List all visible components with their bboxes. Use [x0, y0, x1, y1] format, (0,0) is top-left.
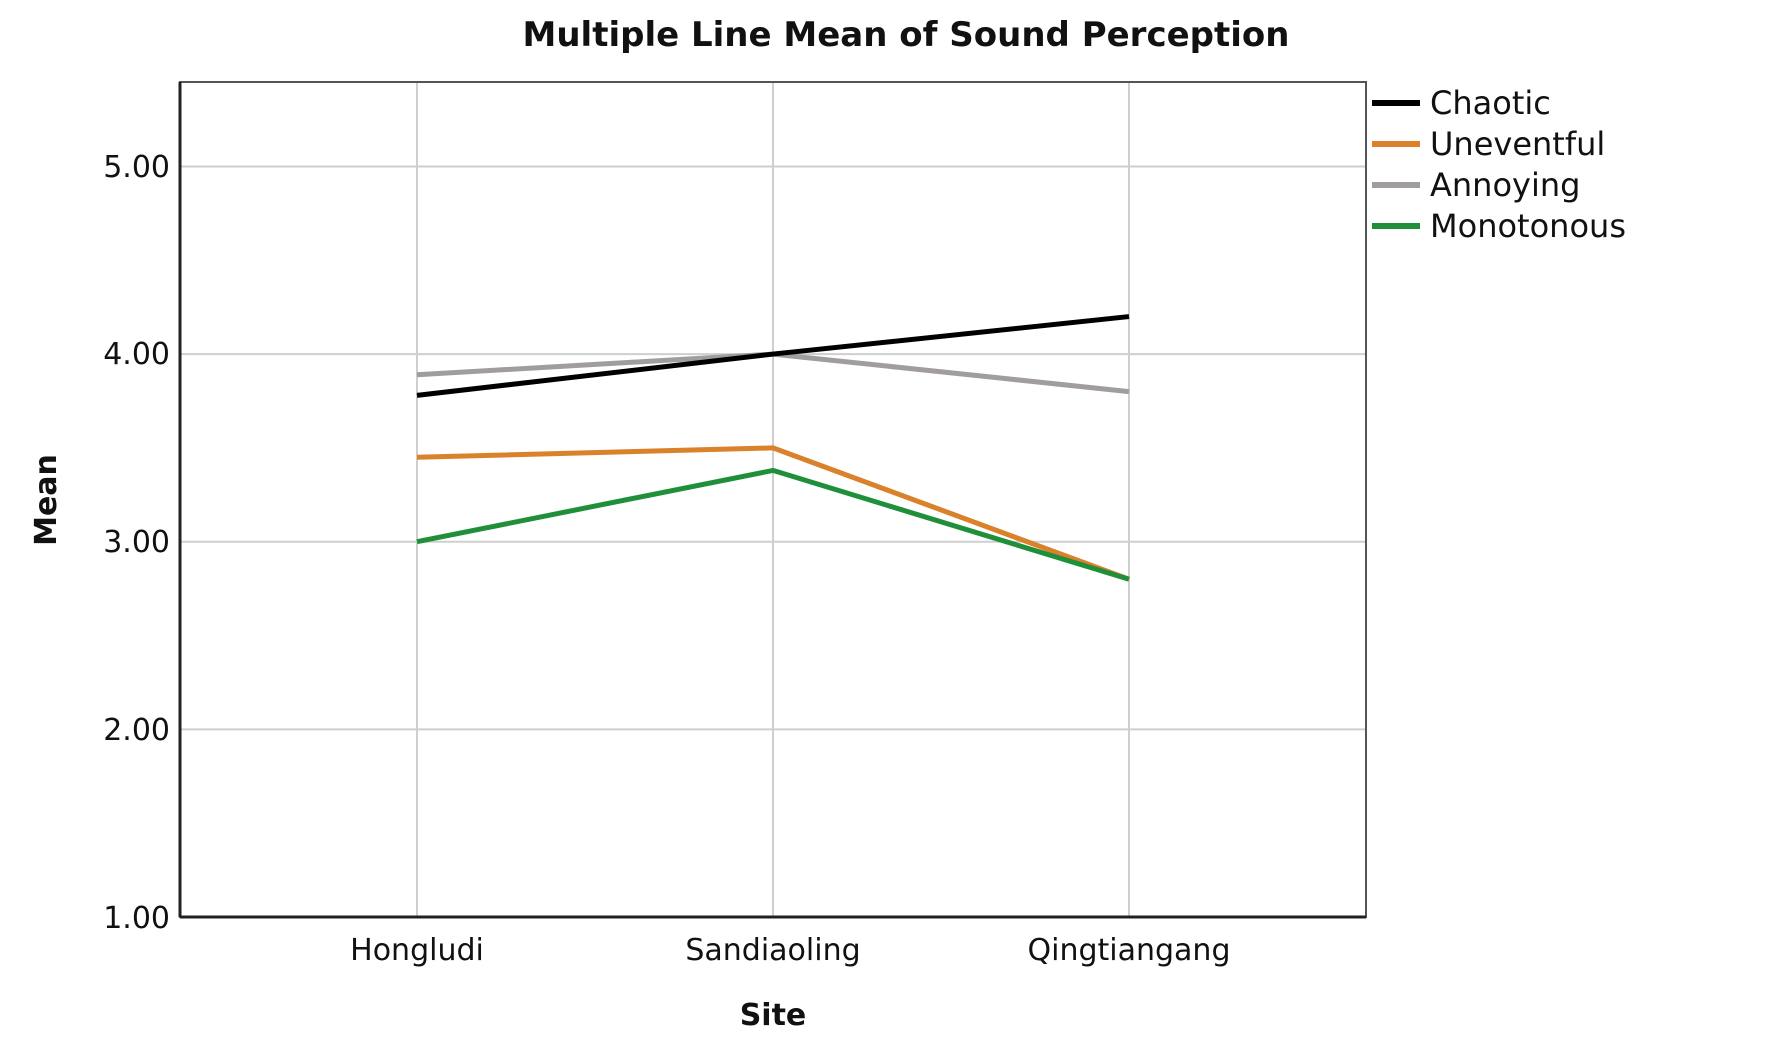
x-axis-title: Site	[740, 998, 807, 1033]
series-lines	[416, 314, 1130, 582]
series-line-uneventful	[416, 445, 1130, 582]
legend: Chaotic Uneventful Annoying Monotonous	[1372, 84, 1626, 245]
chart-title: Multiple Line Mean of Sound Perception	[523, 15, 1290, 55]
legend-label-annoying: Annoying	[1430, 166, 1580, 204]
y-tick-label: 5.00	[103, 150, 170, 185]
x-tick-label: Hongludi	[350, 933, 484, 968]
x-tick-label: Sandiaoling	[685, 933, 860, 968]
x-axis-ticks: Hongludi Sandiaoling Qingtiangang	[350, 933, 1230, 968]
y-axis-title: Mean	[29, 454, 64, 546]
legend-label-uneventful: Uneventful	[1430, 125, 1605, 163]
y-tick-label: 4.00	[103, 337, 170, 372]
series-line-chaotic	[416, 314, 1130, 398]
legend-label-chaotic: Chaotic	[1430, 84, 1551, 122]
series-line-monotonous	[416, 467, 1130, 582]
y-tick-label: 3.00	[103, 525, 170, 560]
x-tick-label: Qingtiangang	[1028, 933, 1231, 968]
legend-label-monotonous: Monotonous	[1430, 207, 1626, 245]
y-tick-label: 1.00	[103, 901, 170, 936]
y-tick-label: 2.00	[103, 713, 170, 748]
y-axis-ticks: 1.00 2.00 3.00 4.00 5.00	[103, 150, 170, 936]
